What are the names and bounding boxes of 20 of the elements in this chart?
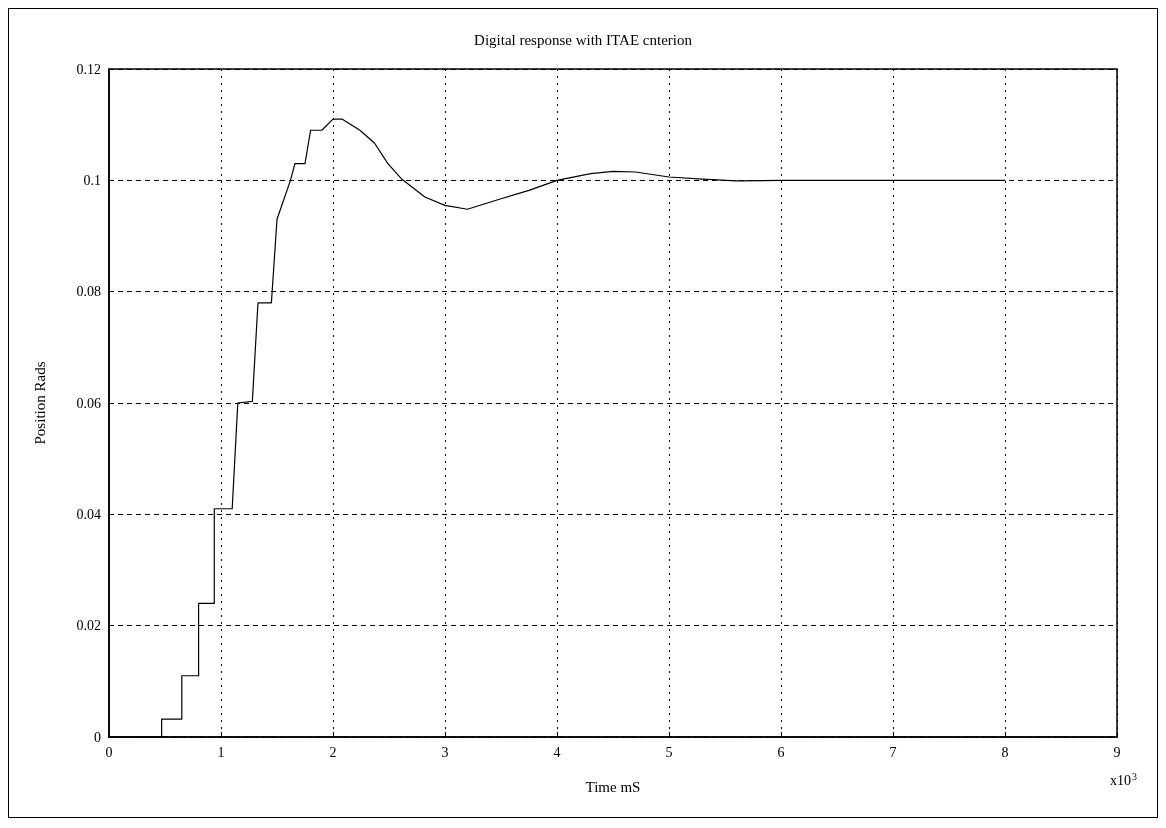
x-tick-label: 1: [217, 744, 225, 760]
x-axis-title: Time mS: [585, 778, 641, 795]
y-tick-label: 0.08: [76, 284, 101, 300]
y-tick-label: 0.12: [76, 61, 101, 77]
x-tick-label: 3: [441, 744, 449, 760]
y-tick-label: 0.06: [76, 395, 101, 411]
x-tick-label: 2: [329, 744, 337, 760]
y-axis-title: Position Rads: [31, 361, 48, 445]
x-tick-label: 5: [665, 744, 673, 760]
x-tick-label: 0: [105, 744, 113, 760]
x-tick-label: 6: [777, 744, 785, 760]
x-tick-label: 4: [553, 744, 561, 760]
y-tick-label: 0: [94, 729, 101, 745]
y-tick-label: 0.04: [76, 506, 101, 522]
x-tick-label: 7: [889, 744, 897, 760]
x-tick-label: 8: [1001, 744, 1009, 760]
y-tick-label: 0.1: [83, 172, 101, 188]
chart-title: Digital response with ITAE cnterion: [474, 31, 693, 48]
y-tick-label: 0.02: [76, 618, 101, 634]
x-tick-label: 9: [1113, 744, 1121, 760]
